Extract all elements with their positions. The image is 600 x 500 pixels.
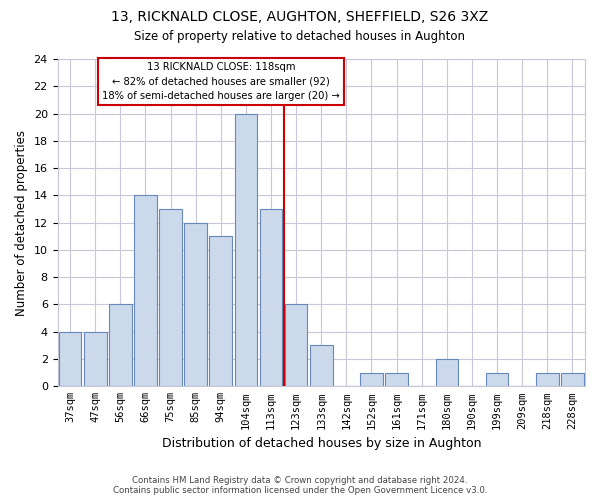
Text: 13, RICKNALD CLOSE, AUGHTON, SHEFFIELD, S26 3XZ: 13, RICKNALD CLOSE, AUGHTON, SHEFFIELD, … <box>112 10 488 24</box>
X-axis label: Distribution of detached houses by size in Aughton: Distribution of detached houses by size … <box>161 437 481 450</box>
Bar <box>385 372 408 386</box>
Bar <box>59 332 82 386</box>
Bar <box>109 304 131 386</box>
Bar <box>134 196 157 386</box>
Text: Size of property relative to detached houses in Aughton: Size of property relative to detached ho… <box>134 30 466 43</box>
Text: Contains HM Land Registry data © Crown copyright and database right 2024.
Contai: Contains HM Land Registry data © Crown c… <box>113 476 487 495</box>
Bar <box>235 114 257 386</box>
Bar <box>310 346 332 387</box>
Bar <box>84 332 107 386</box>
Bar <box>561 372 584 386</box>
Text: 13 RICKNALD CLOSE: 118sqm
← 82% of detached houses are smaller (92)
18% of semi-: 13 RICKNALD CLOSE: 118sqm ← 82% of detac… <box>102 62 340 102</box>
Bar <box>285 304 307 386</box>
Bar <box>536 372 559 386</box>
Y-axis label: Number of detached properties: Number of detached properties <box>15 130 28 316</box>
Bar <box>159 209 182 386</box>
Bar <box>436 359 458 386</box>
Bar <box>209 236 232 386</box>
Bar <box>486 372 508 386</box>
Bar <box>360 372 383 386</box>
Bar <box>184 222 207 386</box>
Bar <box>260 209 283 386</box>
